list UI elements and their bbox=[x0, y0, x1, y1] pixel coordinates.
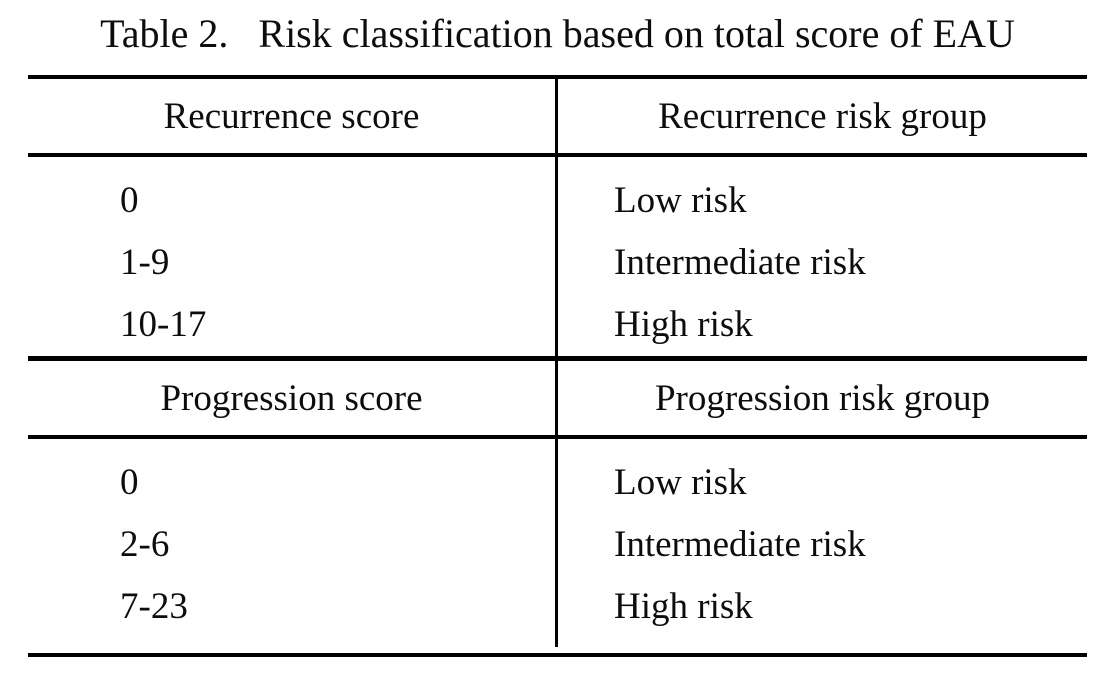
progression-score-header: Progression score bbox=[160, 377, 423, 419]
recurrence-data-rows: 0 1-9 10-17 Low risk Intermediate risk H… bbox=[28, 157, 1087, 361]
recurrence-group-intermediate: Intermediate risk bbox=[614, 242, 866, 283]
recurrence-score-intermediate: 1-9 bbox=[120, 242, 170, 283]
progression-header-row: Progression score Progression risk group bbox=[28, 361, 1087, 439]
recurrence-score-column: 0 1-9 10-17 bbox=[28, 157, 558, 356]
table-caption: Table 2. Risk classification based on tot… bbox=[0, 10, 1115, 58]
progression-group-column: Low risk Intermediate risk High risk bbox=[558, 439, 1087, 647]
progression-group-intermediate: Intermediate risk bbox=[614, 524, 866, 565]
recurrence-score-high: 10-17 bbox=[120, 304, 207, 345]
progression-score-header-cell: Progression score bbox=[28, 361, 558, 435]
recurrence-group-low: Low risk bbox=[614, 180, 747, 221]
progression-group-header: Progression risk group bbox=[654, 377, 991, 419]
recurrence-header-row: Recurrence score Recurrence risk group bbox=[28, 79, 1087, 157]
progression-score-column: 0 2-6 7-23 bbox=[28, 439, 558, 647]
recurrence-group-header-cell: Recurrence risk group bbox=[558, 79, 1087, 153]
recurrence-score-header: Recurrence score bbox=[163, 95, 420, 137]
recurrence-group-high: High risk bbox=[614, 304, 753, 345]
progression-group-header-cell: Progression risk group bbox=[558, 361, 1087, 435]
progression-score-intermediate: 2-6 bbox=[120, 524, 170, 565]
progression-group-high: High risk bbox=[614, 586, 753, 627]
progression-group-low: Low risk bbox=[614, 462, 747, 503]
risk-classification-table: Recurrence score Recurrence risk group 0… bbox=[28, 75, 1087, 657]
recurrence-score-low: 0 bbox=[120, 180, 139, 221]
recurrence-score-header-cell: Recurrence score bbox=[28, 79, 558, 153]
table-caption-number: Table 2. bbox=[100, 11, 229, 56]
progression-data-rows: 0 2-6 7-23 Low risk Intermediate risk Hi… bbox=[28, 439, 1087, 647]
recurrence-group-header: Recurrence risk group bbox=[658, 95, 987, 137]
progression-score-low: 0 bbox=[120, 462, 139, 503]
table-caption-text: Risk classification based on total score… bbox=[258, 11, 1015, 56]
progression-score-high: 7-23 bbox=[120, 586, 188, 627]
recurrence-group-column: Low risk Intermediate risk High risk bbox=[558, 157, 1087, 356]
